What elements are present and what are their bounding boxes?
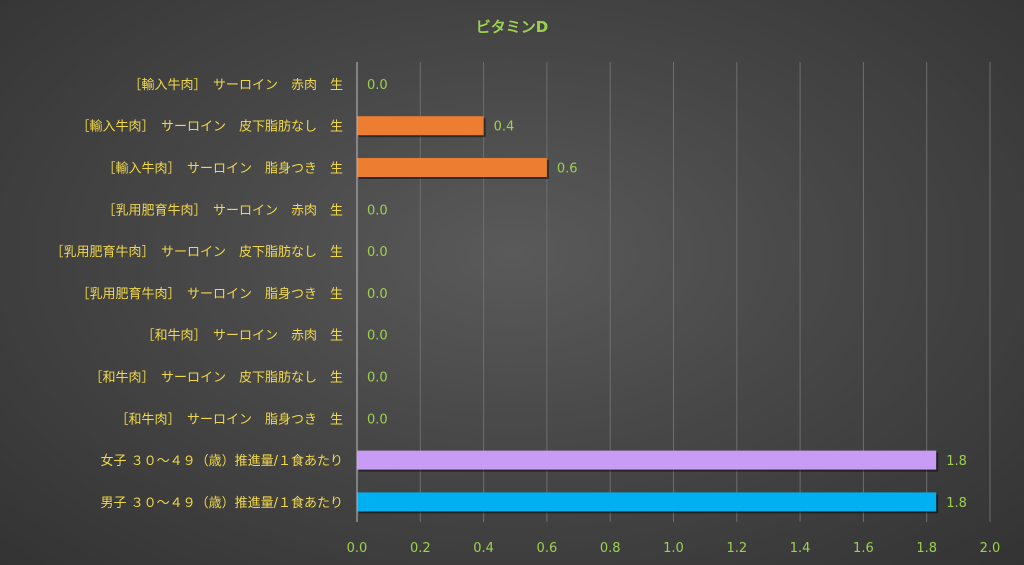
data-label: 0.0 <box>367 329 388 344</box>
bar <box>357 116 484 136</box>
category-label: ［輸入牛肉］ サーロイン 脂身つき 生 <box>102 161 343 177</box>
category-label: ［乳用肥育牛肉］ サーロイン 皮下脂肪なし 生 <box>50 244 343 260</box>
bar <box>357 158 547 177</box>
category-label: ［乳用肥育牛肉］ サーロイン 赤肉 生 <box>102 202 343 218</box>
data-labels: 0.0 0.4 0.6 0.0 0.0 0.0 0.0 0.0 0.0 1.8 1.8 <box>367 78 967 511</box>
x-tick-label: 1.8 <box>916 541 937 556</box>
chart-title: ビタミンD <box>476 18 548 36</box>
gridlines <box>419 62 991 522</box>
data-label: 0.4 <box>494 120 515 135</box>
x-tick-label: 0.6 <box>537 541 558 556</box>
x-tick-label: 1.4 <box>790 541 811 556</box>
category-label: ［輸入牛肉］ サーロイン 皮下脂肪なし 生 <box>76 119 343 135</box>
x-tick-label: 1.6 <box>853 541 874 556</box>
data-label: 0.0 <box>367 203 388 218</box>
category-label: ［和牛肉］ サーロイン 脂身つき 生 <box>115 411 343 427</box>
x-tick-label: 0.2 <box>410 541 431 556</box>
category-label: ［和牛肉］ サーロイン 赤肉 生 <box>141 329 343 344</box>
data-label: 0.0 <box>367 412 388 427</box>
data-label: 0.6 <box>557 162 578 177</box>
category-label: ［和牛肉］ サーロイン 皮下脂肪なし 生 <box>89 370 343 386</box>
bars <box>357 116 939 514</box>
data-label: 1.8 <box>946 496 967 511</box>
x-tick-label: 0.8 <box>600 541 621 556</box>
data-label: 0.0 <box>367 78 388 93</box>
category-label: 女子 ３０～４９（歳）推進量/１食あたり <box>100 453 343 469</box>
category-labels: ［輸入牛肉］ サーロイン 赤肉 生 ［輸入牛肉］ サーロイン 皮下脂肪なし 生 ［輸… <box>50 78 343 511</box>
category-label: 男子 ３０～４９（歳）推進量/１食あたり <box>100 495 343 511</box>
x-axis-ticks: 0.0 0.2 0.4 0.6 0.8 1.0 1.2 1.4 1.6 1.8 2.0 <box>347 541 1001 556</box>
x-tick-label: 1.0 <box>663 541 684 556</box>
bar <box>357 450 937 470</box>
bar <box>357 492 937 512</box>
x-tick-label: 0.0 <box>347 541 368 556</box>
category-label: ［輸入牛肉］ サーロイン 赤肉 生 <box>128 78 343 93</box>
data-label: 1.8 <box>946 454 967 469</box>
x-tick-label: 1.2 <box>726 541 747 556</box>
x-tick-label: 0.4 <box>473 541 494 556</box>
category-label: ［乳用肥育牛肉］ サーロイン 脂身つき 生 <box>76 286 343 302</box>
x-tick-label: 2.0 <box>980 541 1001 556</box>
data-label: 0.0 <box>367 287 388 302</box>
data-label: 0.0 <box>367 245 388 260</box>
data-label: 0.0 <box>367 371 388 386</box>
